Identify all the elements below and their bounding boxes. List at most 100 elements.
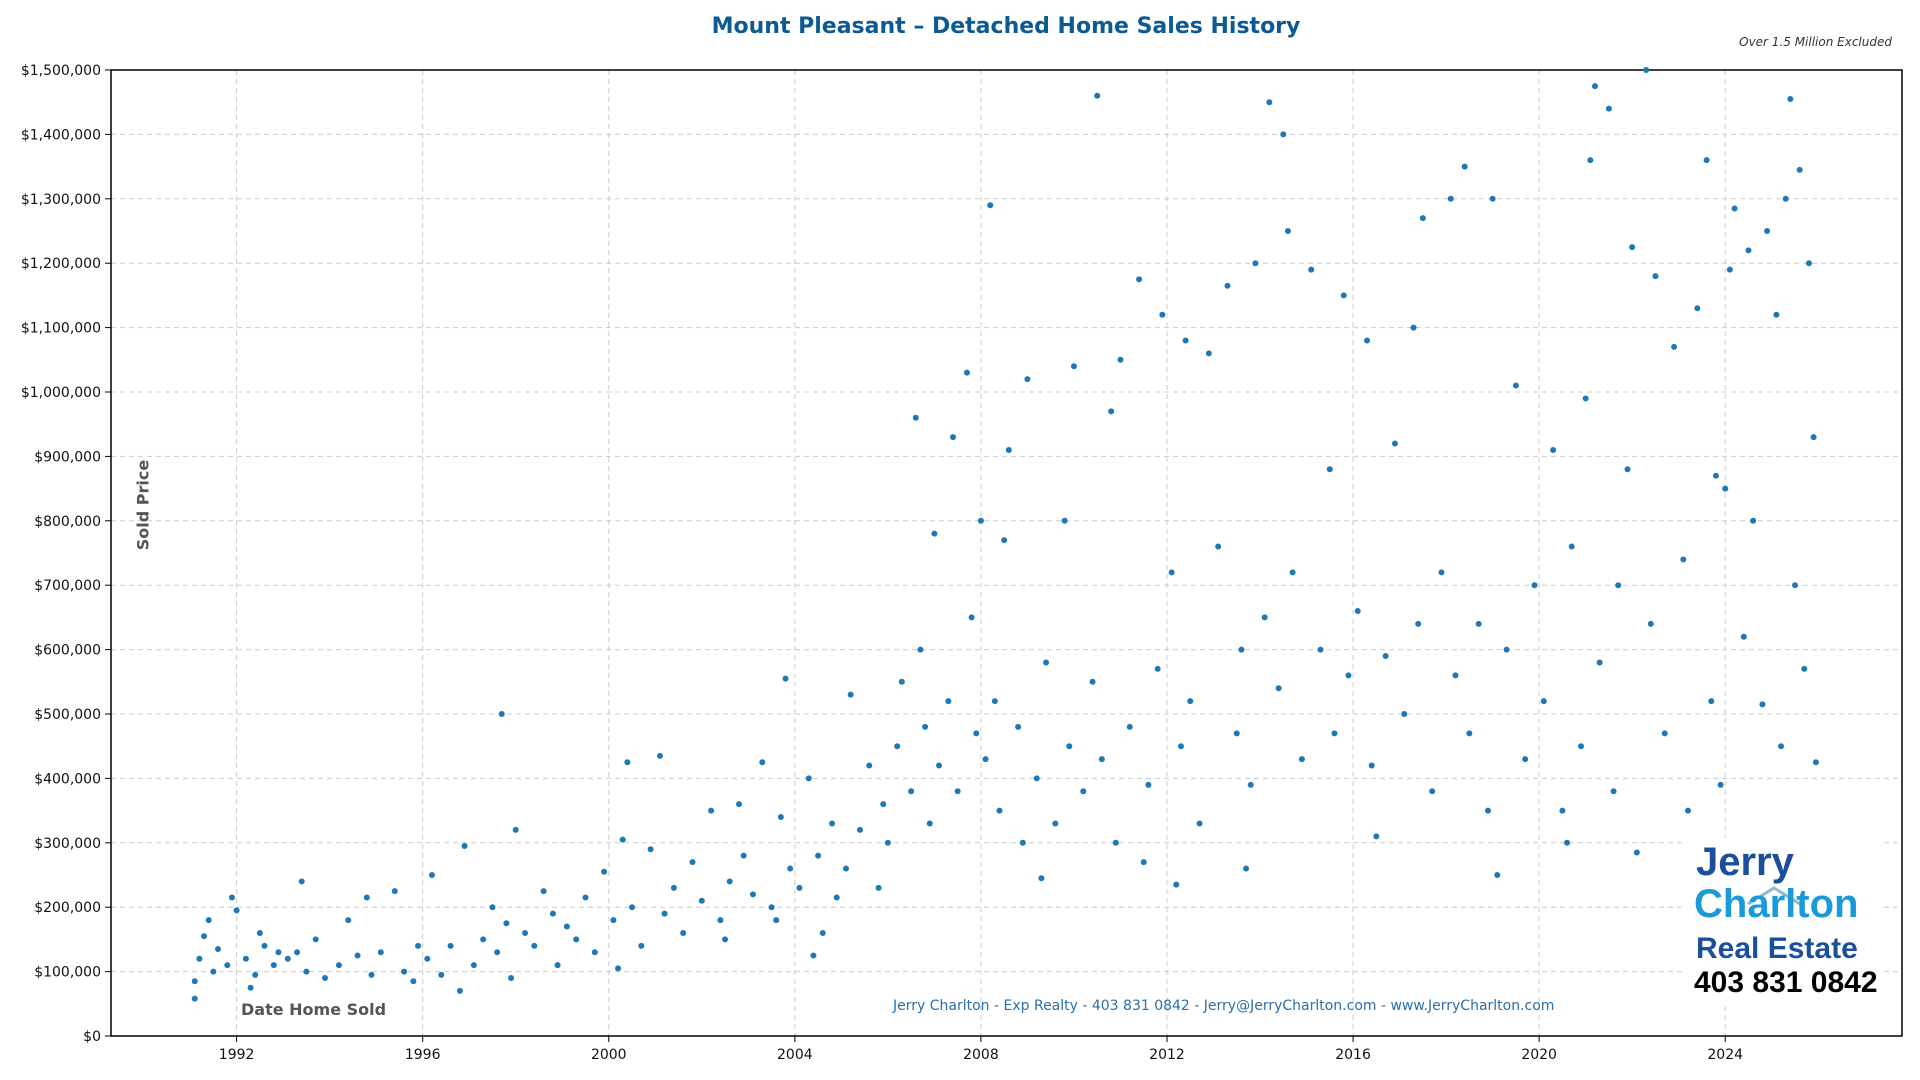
data-point <box>252 971 259 978</box>
data-point <box>1098 756 1105 763</box>
data-point <box>670 884 677 891</box>
data-point <box>1145 781 1152 788</box>
data-point <box>228 894 235 901</box>
data-point <box>680 929 687 936</box>
data-point <box>1419 215 1426 222</box>
data-point <box>1177 743 1184 750</box>
x-tick-label: 2000 <box>591 1047 627 1063</box>
data-point <box>1452 672 1459 679</box>
data-point <box>1652 273 1659 280</box>
x-tick-label: 2016 <box>1335 1047 1371 1063</box>
data-point <box>805 775 812 782</box>
data-point <box>1447 195 1454 202</box>
x-tick-label: 2008 <box>963 1047 999 1063</box>
data-point <box>1391 440 1398 447</box>
data-point <box>601 868 608 875</box>
data-point <box>777 814 784 821</box>
data-point <box>1112 839 1119 846</box>
data-point <box>312 936 319 943</box>
data-point <box>1415 620 1422 627</box>
data-point <box>1708 698 1715 705</box>
data-point <box>1782 195 1789 202</box>
data-point <box>740 852 747 859</box>
house-roof-icon <box>1747 886 1801 906</box>
data-point <box>1787 95 1794 102</box>
data-point <box>1070 363 1077 370</box>
data-point <box>954 788 961 795</box>
data-point <box>1215 543 1222 550</box>
data-point <box>354 952 361 959</box>
data-point <box>1805 260 1812 267</box>
data-point <box>573 936 580 943</box>
data-point <box>428 872 435 878</box>
data-point <box>377 949 384 956</box>
data-point <box>1196 820 1203 827</box>
data-point <box>261 942 268 949</box>
plot-frame <box>110 69 1903 1037</box>
data-point <box>1005 446 1012 453</box>
data-point <box>549 910 556 917</box>
data-point <box>1596 659 1603 666</box>
data-point <box>689 859 696 866</box>
data-point <box>787 865 794 872</box>
data-point <box>782 675 789 682</box>
data-point <box>1564 839 1571 846</box>
y-tick-label: $500,000 <box>34 707 101 723</box>
data-point <box>991 698 998 705</box>
data-point <box>1726 266 1733 273</box>
data-point <box>1778 743 1785 750</box>
data-point <box>1685 807 1692 814</box>
data-point <box>866 762 873 769</box>
data-point <box>224 962 231 969</box>
y-tick-label: $1,000,000 <box>21 385 101 401</box>
data-point <box>708 807 715 814</box>
data-point <box>1578 743 1585 750</box>
x-tick-label: 2020 <box>1521 1047 1557 1063</box>
data-point <box>256 929 263 936</box>
data-point <box>1061 517 1068 524</box>
data-point <box>950 434 957 441</box>
data-point <box>1722 485 1729 492</box>
data-point <box>1252 260 1259 267</box>
data-point <box>1438 569 1445 576</box>
data-point <box>1582 395 1589 402</box>
data-point <box>512 826 519 833</box>
data-point <box>591 949 598 956</box>
y-tick-label: $0 <box>83 1029 101 1045</box>
data-point <box>191 978 198 985</box>
data-point <box>456 987 463 994</box>
y-axis-label: Sold Price <box>133 459 153 551</box>
data-point <box>1750 517 1757 524</box>
data-point <box>847 691 854 698</box>
data-point <box>284 955 291 962</box>
data-point <box>656 752 663 759</box>
y-tick-label: $900,000 <box>34 449 101 465</box>
data-point <box>1610 788 1617 795</box>
data-point <box>1015 723 1022 730</box>
data-point <box>1354 607 1361 614</box>
data-point <box>1671 343 1678 350</box>
data-point <box>1605 105 1612 112</box>
data-point <box>610 917 617 924</box>
data-point <box>391 888 398 895</box>
data-point <box>1680 556 1687 563</box>
data-point <box>880 801 887 808</box>
data-point <box>1792 582 1799 589</box>
data-point <box>1503 646 1510 653</box>
data-point <box>1126 723 1133 730</box>
y-tick-label: $800,000 <box>34 514 101 530</box>
data-point <box>1364 337 1371 344</box>
data-point <box>749 891 756 898</box>
data-point <box>1540 698 1547 705</box>
y-tick-label: $1,400,000 <box>21 127 101 143</box>
data-point <box>1266 99 1273 106</box>
y-tick-label: $1,100,000 <box>21 321 101 337</box>
data-point <box>321 975 328 982</box>
data-point <box>1289 569 1296 576</box>
data-point <box>912 414 919 421</box>
data-point <box>233 907 240 914</box>
data-point <box>1461 163 1468 170</box>
data-point <box>1717 781 1724 788</box>
data-point <box>1550 446 1557 453</box>
